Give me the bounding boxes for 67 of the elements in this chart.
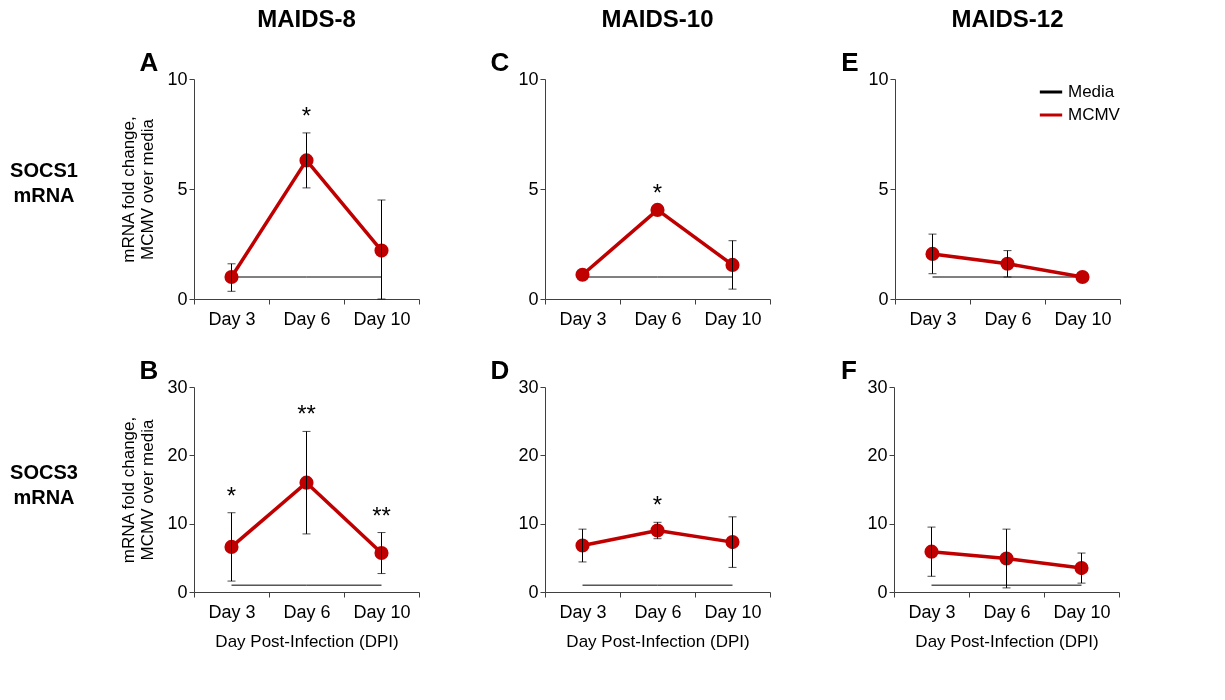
y-tick-label: 10 (518, 68, 539, 89)
x-tick-label: Day 10 (353, 308, 411, 329)
y-axis-title: mRNA fold change, MCMV over media (119, 416, 158, 564)
x-tick-label: Day 3 (909, 308, 957, 329)
x-tick-label: Day 3 (208, 601, 256, 622)
x-tick-label: Day 6 (983, 601, 1031, 622)
y-tick-label: 10 (868, 68, 889, 89)
text: C (490, 47, 510, 77)
y-tick-label: 0 (877, 581, 888, 602)
x-tick-label: Day 10 (1053, 601, 1111, 622)
x-axis-title: Day Post-Infection (DPI) (215, 631, 399, 651)
x-tick-label: Day 6 (283, 308, 331, 329)
x-tick-label: Day 6 (984, 308, 1032, 329)
x-tick-label: Day 10 (1054, 308, 1112, 329)
y-tick-label: 30 (867, 376, 888, 397)
chart-title: MAIDS-10 (601, 5, 714, 32)
text: E (841, 47, 859, 77)
y-tick-label: 0 (177, 581, 188, 602)
x-tick-label: Day 6 (283, 601, 331, 622)
text: D (490, 355, 510, 385)
x-tick-label: Day 10 (704, 308, 762, 329)
y-tick-label: 0 (878, 288, 889, 309)
y-tick-label: 20 (867, 444, 888, 465)
chart-title: MAIDS-8 (257, 5, 356, 32)
text: F (841, 355, 857, 385)
chart-title: MAIDS-12 (951, 5, 1064, 32)
y-tick-label: 5 (177, 178, 188, 199)
text: B (139, 355, 159, 385)
text: SOCS1 mRNA (10, 159, 78, 207)
x-tick-label: Day 3 (559, 308, 607, 329)
legend-label: MCMV (1068, 105, 1121, 124)
point (575, 267, 590, 282)
x-axis-title: Day Post-Infection (DPI) (566, 631, 750, 651)
point (925, 246, 940, 261)
x-tick-label: Day 3 (559, 601, 607, 622)
y-tick-label: 0 (177, 288, 188, 309)
point (1075, 269, 1090, 285)
text: A (139, 47, 159, 77)
point (650, 202, 665, 217)
x-axis-title: Day Post-Infection (DPI) (915, 631, 1099, 651)
annotation: * (652, 491, 663, 519)
x-tick-label: Day 10 (353, 601, 411, 622)
annotation: * (652, 178, 663, 206)
y-tick-label: 5 (878, 178, 889, 199)
y-axis-title: mRNA fold change, MCMV over media (119, 116, 158, 263)
y-tick-label: 20 (167, 444, 188, 465)
annotation: ** (372, 501, 391, 529)
x-tick-label: Day 3 (908, 601, 956, 622)
annotation: ** (297, 400, 316, 428)
y-tick-label: 10 (167, 513, 188, 534)
y-tick-label: 10 (518, 513, 539, 534)
y-tick-label: 10 (867, 513, 888, 534)
text: SOCS3 mRNA (10, 461, 78, 509)
y-tick-label: 10 (167, 68, 188, 89)
x-tick-label: Day 6 (634, 601, 682, 622)
y-tick-label: 20 (518, 444, 539, 465)
legend-label: Media (1068, 82, 1115, 101)
y-tick-label: 0 (528, 288, 539, 309)
y-tick-label: 30 (518, 376, 539, 397)
y-tick-label: 30 (167, 376, 188, 397)
y-tick-label: 5 (528, 178, 539, 199)
x-tick-label: Day 10 (704, 601, 762, 622)
y-tick-label: 0 (528, 581, 539, 602)
annotation: * (226, 481, 237, 509)
x-tick-label: Day 3 (208, 308, 256, 329)
x-tick-label: Day 6 (634, 308, 682, 329)
annotation: * (301, 101, 312, 129)
